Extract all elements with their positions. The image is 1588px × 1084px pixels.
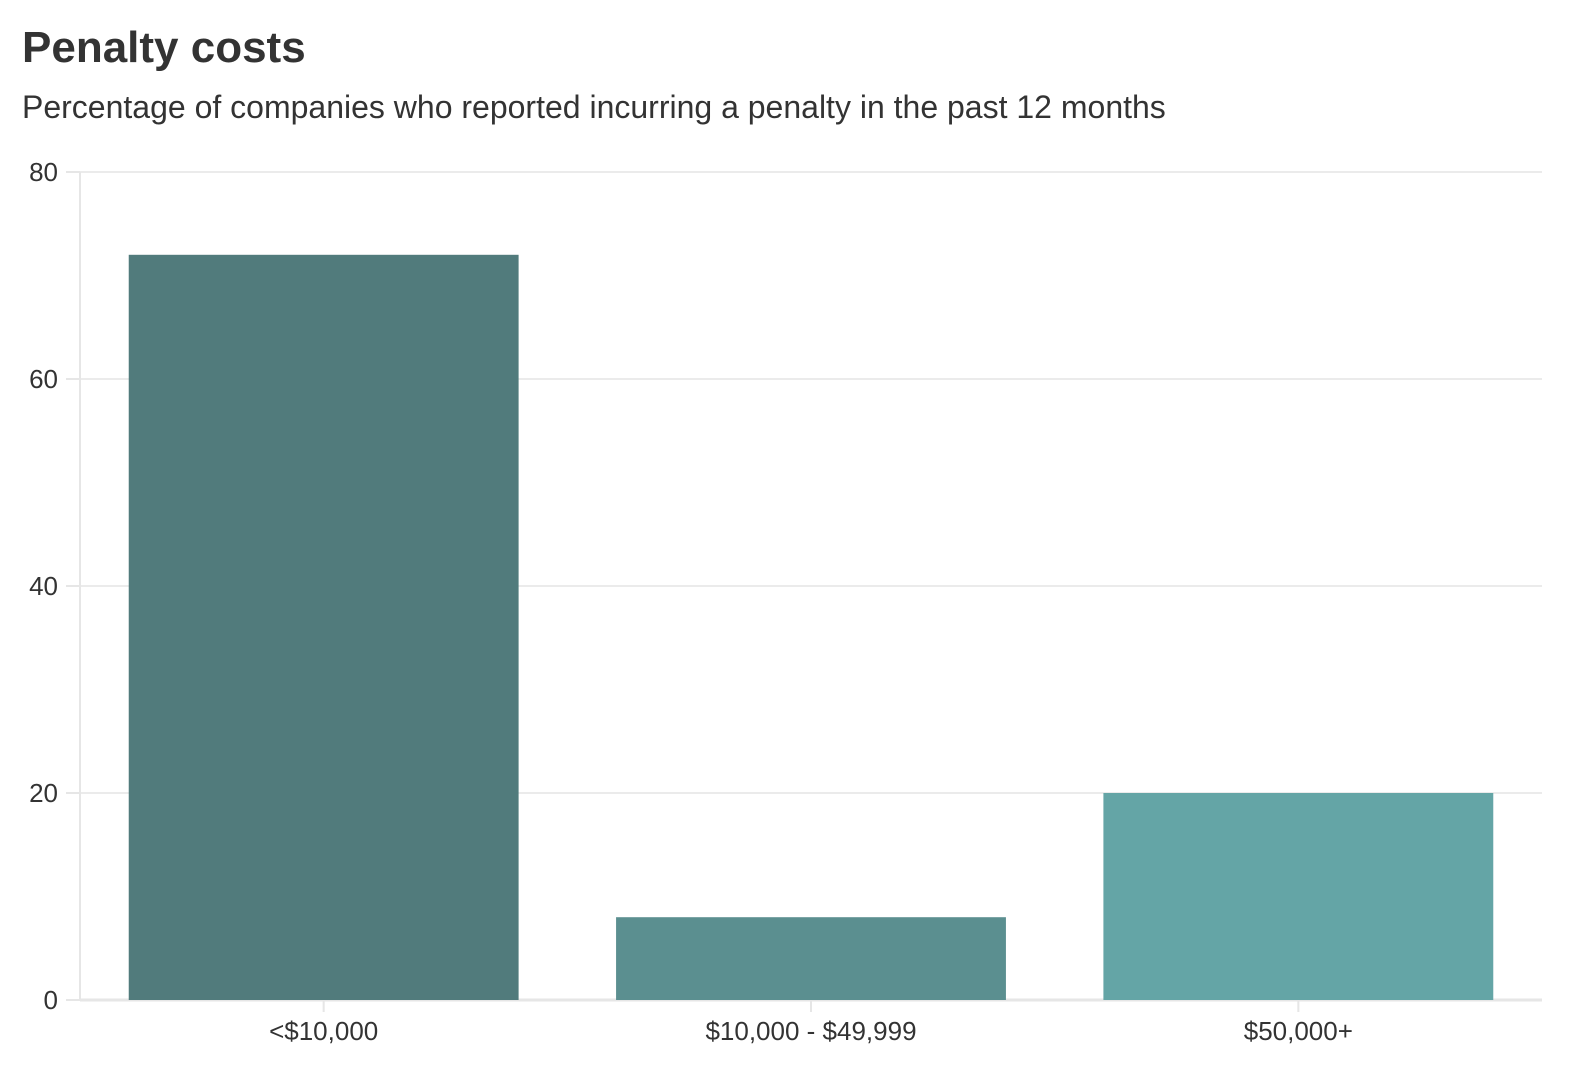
bar-3	[1103, 793, 1494, 1000]
x-tick-label: $10,000 - $49,999	[705, 1016, 916, 1046]
y-tick-label: 40	[29, 571, 58, 601]
x-tick-label: <$10,000	[269, 1016, 378, 1046]
y-tick-label: 0	[44, 985, 58, 1015]
y-tick-label: 60	[29, 364, 58, 394]
chart-title: Penalty costs	[22, 23, 306, 72]
x-axis: <$10,000 $10,000 - $49,999 $50,000+	[269, 1000, 1353, 1046]
bars	[128, 254, 1494, 1001]
y-tick-label: 20	[29, 778, 58, 808]
bar-1	[128, 254, 519, 1001]
chart-subtitle: Percentage of companies who reported inc…	[22, 89, 1166, 125]
y-axis: 0 20 40 60 80	[29, 157, 81, 1015]
bar-2	[616, 917, 1006, 1000]
y-tick-label: 80	[29, 157, 58, 187]
x-tick-label: $50,000+	[1244, 1016, 1353, 1046]
